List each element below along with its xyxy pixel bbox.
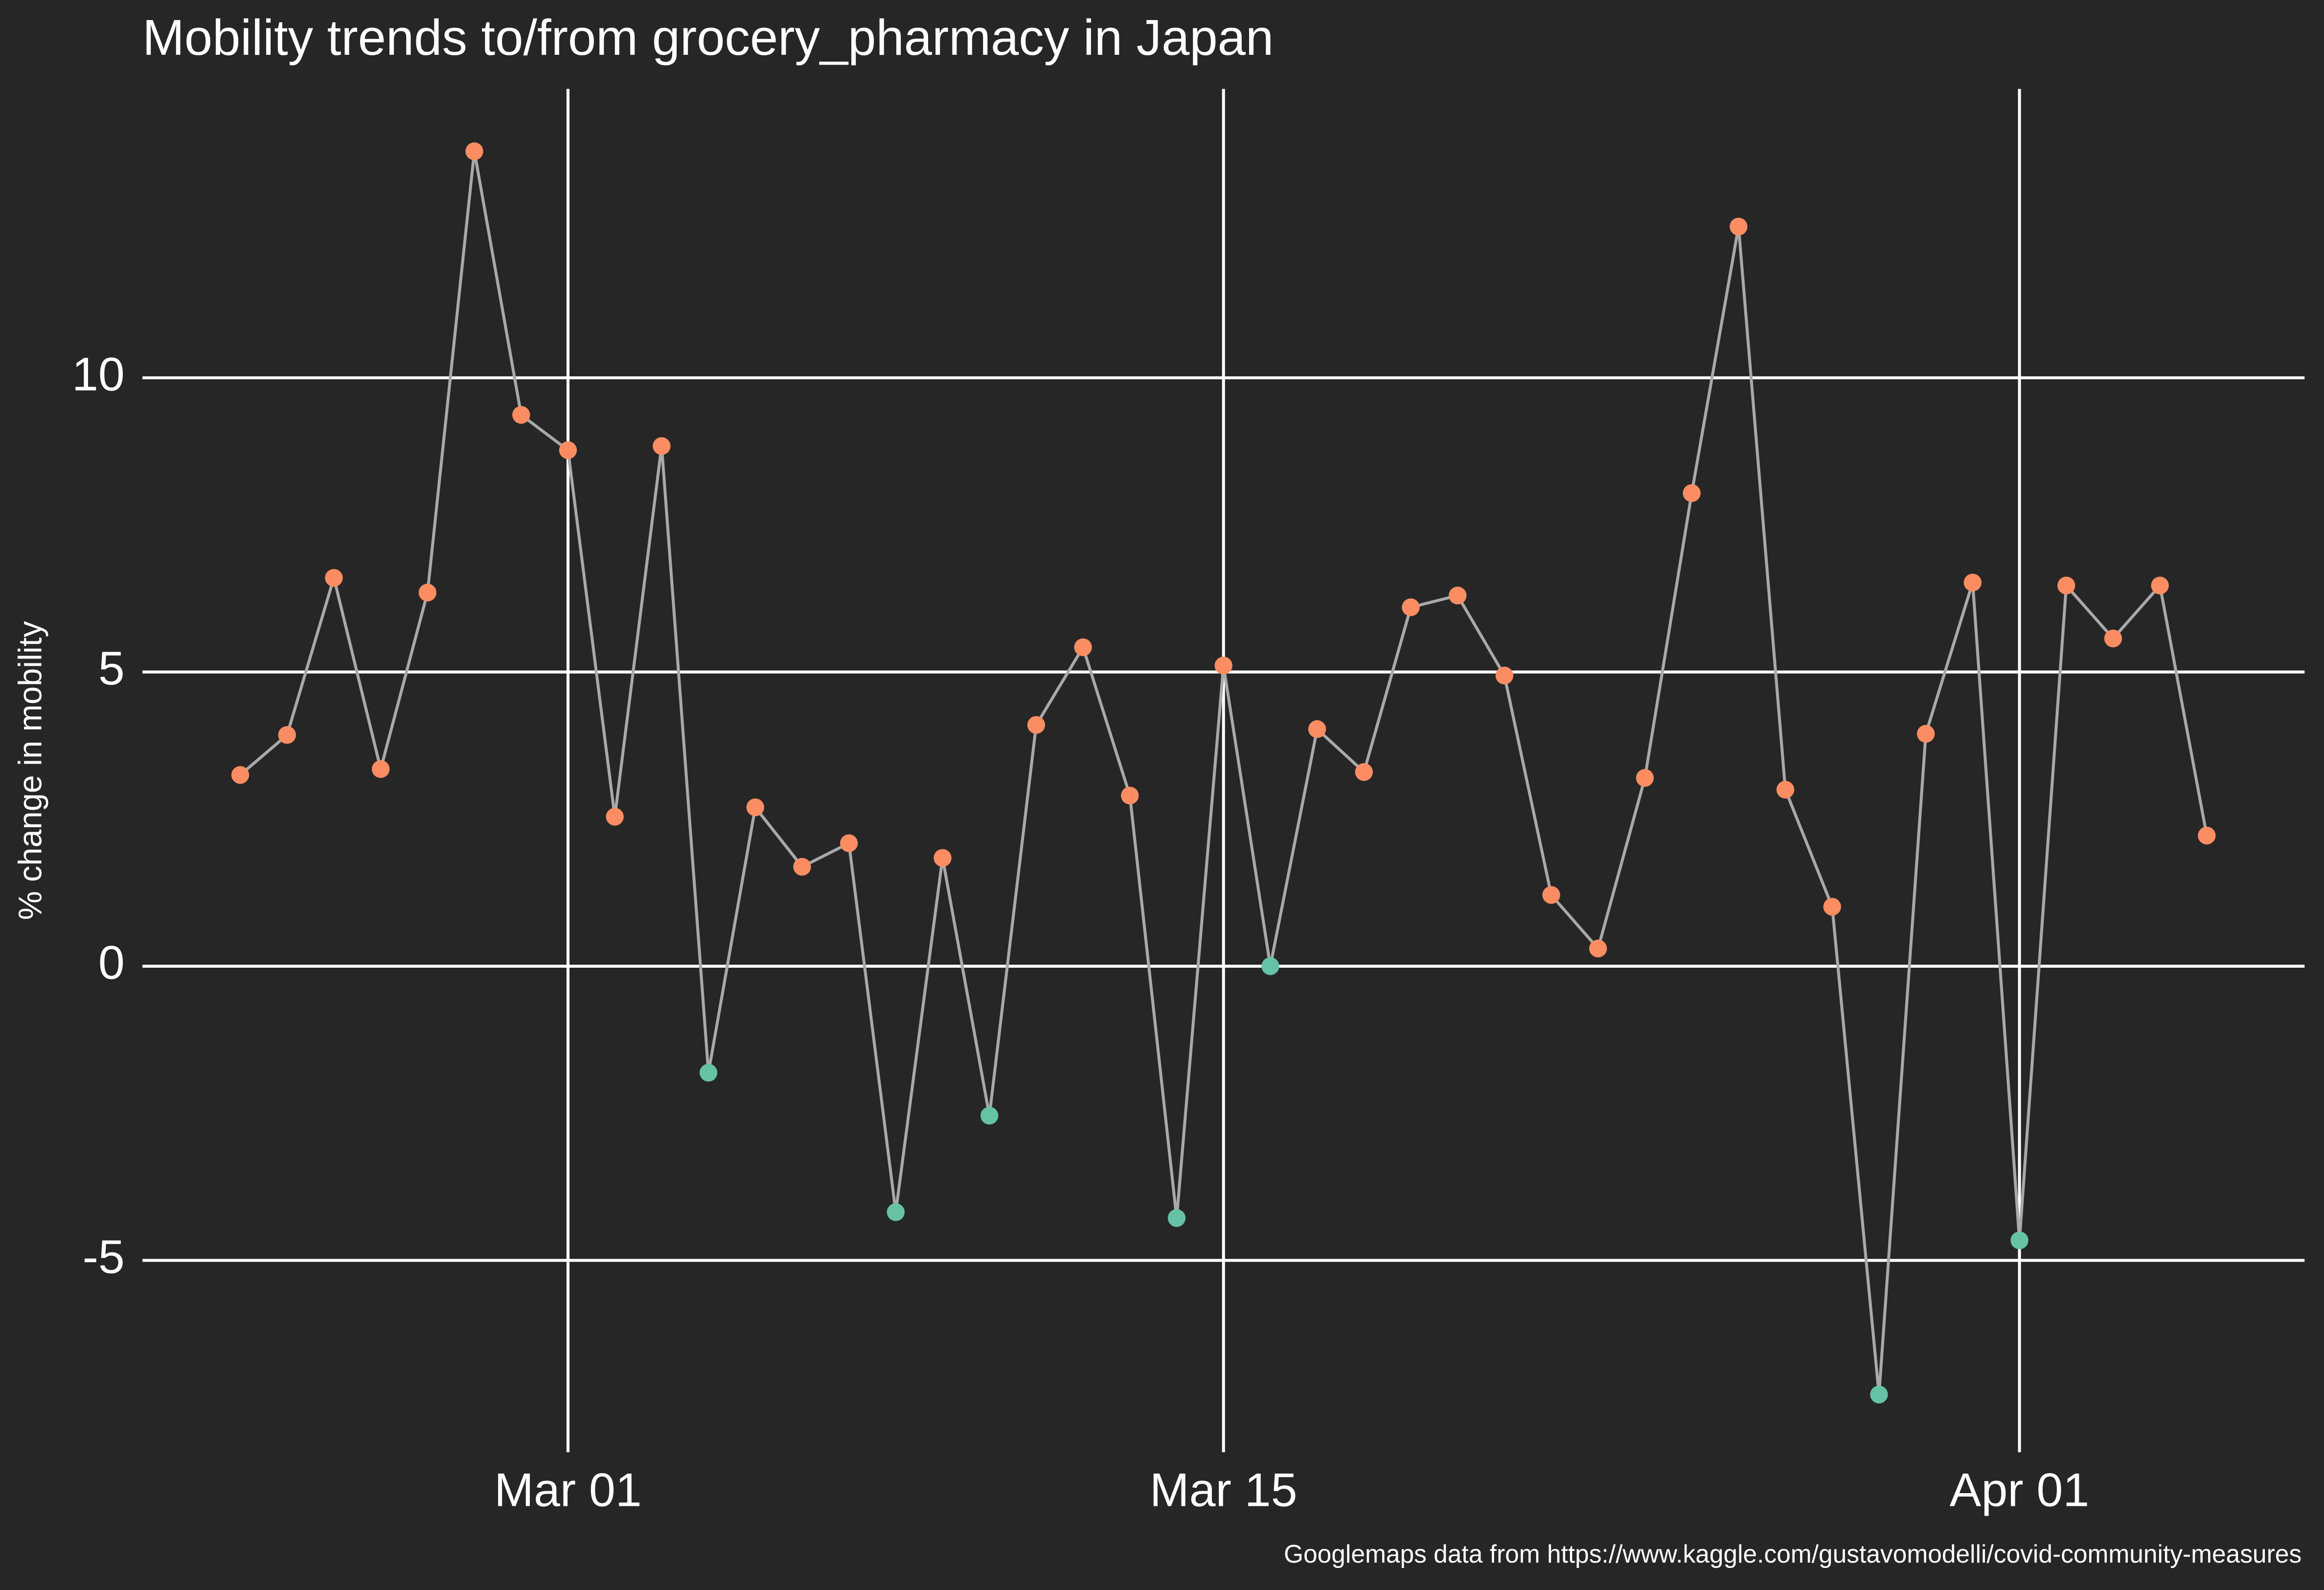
chart-title: Mobility trends to/from grocery_pharmacy… bbox=[142, 9, 1274, 66]
data-point bbox=[887, 1203, 905, 1221]
data-point bbox=[1542, 886, 1560, 904]
y-tick-label: 0 bbox=[98, 936, 125, 989]
y-tick-label: -5 bbox=[83, 1230, 125, 1283]
data-point bbox=[1261, 957, 1279, 976]
data-point bbox=[1402, 598, 1420, 616]
data-point bbox=[1963, 573, 1982, 591]
data-point bbox=[418, 584, 436, 602]
data-point bbox=[231, 766, 250, 784]
data-point bbox=[980, 1107, 999, 1125]
data-point bbox=[1870, 1386, 1888, 1404]
data-point bbox=[465, 142, 483, 160]
data-point bbox=[2010, 1231, 2028, 1249]
data-point bbox=[606, 808, 624, 826]
data-point bbox=[1214, 657, 1232, 675]
data-point bbox=[1589, 939, 1607, 958]
y-axis-label: % change in mobility bbox=[13, 621, 49, 920]
data-point bbox=[512, 406, 530, 424]
data-point bbox=[1167, 1209, 1186, 1227]
data-point bbox=[1917, 725, 1935, 743]
data-point bbox=[653, 437, 671, 455]
x-tick-label: Mar 15 bbox=[1150, 1463, 1298, 1517]
data-point bbox=[1683, 484, 1701, 502]
data-point bbox=[840, 834, 858, 852]
data-point bbox=[1636, 769, 1654, 787]
y-tick-label: 10 bbox=[72, 347, 125, 401]
x-tick-label: Mar 01 bbox=[494, 1463, 642, 1517]
x-tick-label: Apr 01 bbox=[1950, 1463, 2090, 1517]
data-point bbox=[699, 1064, 718, 1082]
data-point bbox=[746, 798, 764, 817]
y-tick-label: 5 bbox=[98, 641, 125, 695]
data-point bbox=[1776, 780, 1795, 799]
data-point bbox=[278, 726, 296, 744]
data-point bbox=[1495, 666, 1514, 684]
data-point bbox=[1449, 587, 1467, 605]
data-point bbox=[934, 849, 952, 867]
data-point bbox=[1730, 217, 1748, 236]
data-point bbox=[1074, 638, 1092, 657]
data-point bbox=[2104, 629, 2122, 648]
data-point bbox=[2151, 576, 2169, 594]
data-point bbox=[325, 568, 343, 587]
data-point bbox=[559, 441, 577, 459]
data-point bbox=[1027, 716, 1046, 734]
data-point bbox=[1121, 786, 1139, 805]
data-point bbox=[371, 760, 390, 778]
data-point bbox=[2198, 826, 2216, 845]
caption: Googlemaps data from https://www.kaggle.… bbox=[1284, 1540, 2301, 1568]
data-point bbox=[1355, 763, 1373, 781]
data-point bbox=[2057, 576, 2075, 594]
data-point bbox=[1308, 720, 1326, 738]
data-point bbox=[793, 858, 811, 876]
data-point bbox=[1823, 898, 1841, 916]
